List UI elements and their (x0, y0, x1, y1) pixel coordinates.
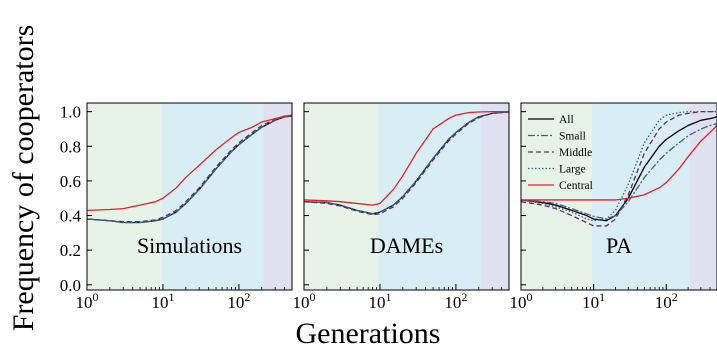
y-tick-label: 0.2 (60, 241, 81, 260)
legend-label-large: Large (559, 164, 586, 176)
panel-2: 100 101 102 DAMEs (293, 102, 510, 312)
y-tick-label: 0.6 (60, 172, 81, 191)
shaded-region-2 (378, 103, 481, 290)
panel-label: PA (606, 233, 632, 258)
axes-frame (303, 102, 510, 291)
panel-label: Simulations (137, 233, 242, 258)
panel-3: 100 101 102 PA All Small Middle Large Central (510, 102, 717, 312)
y-axis-title: Frequency of cooperators (7, 25, 40, 332)
x-axis-title: Generations (296, 317, 441, 350)
series-line-central (87, 114, 292, 211)
panel-1: 100 101 102 0.0 0.2 0.4 0.6 0.8 1.0 Simulations (60, 102, 293, 312)
series-line-central (304, 111, 509, 206)
shaded-region-2 (592, 103, 690, 290)
y-tick-label: 1.0 (60, 103, 81, 122)
x-tick-label: 100 (510, 290, 533, 312)
shaded-region-3 (263, 103, 292, 290)
chart-panels: 100 101 1020.00.20.40.60.81.0Simulations10… (60, 102, 717, 312)
x-tick-label: 102 (227, 290, 250, 312)
legend-label-middle: Middle (559, 147, 592, 159)
shaded-region-3 (689, 103, 717, 290)
x-tick-label: 102 (444, 290, 467, 312)
x-tick-label: 101 (582, 290, 605, 312)
x-tick-label: 102 (655, 290, 678, 312)
series-line-middle (521, 111, 717, 227)
series-line-large (521, 111, 717, 222)
y-tick-label: 0.4 (60, 207, 82, 226)
shaded-region-3 (480, 103, 509, 290)
y-tick-label: 0.0 (60, 276, 81, 295)
x-tick-label: 100 (293, 290, 316, 312)
legend: All Small Middle Large Central (528, 114, 593, 192)
x-tick-label: 101 (151, 290, 174, 312)
series-line-small (521, 123, 717, 220)
legend-label-central: Central (559, 180, 593, 192)
series-line-central (521, 125, 717, 201)
legend-label-small: Small (559, 131, 586, 143)
series-line-large (304, 111, 509, 215)
axes-frame (520, 102, 717, 291)
panel-label: DAMEs (370, 233, 443, 258)
series-line-large (87, 115, 292, 224)
shaded-region-1 (87, 103, 162, 290)
x-tick-label: 100 (76, 290, 99, 312)
shaded-region-2 (161, 103, 264, 290)
shaded-region-1 (521, 103, 593, 290)
axes-frame (86, 102, 293, 291)
x-tick-label: 101 (368, 290, 391, 312)
legend-label-all: All (559, 114, 574, 126)
y-tick-label: 0.8 (60, 137, 81, 156)
series-line-middle (87, 115, 292, 223)
series-line-middle (304, 111, 509, 216)
shaded-region-1 (304, 103, 379, 290)
